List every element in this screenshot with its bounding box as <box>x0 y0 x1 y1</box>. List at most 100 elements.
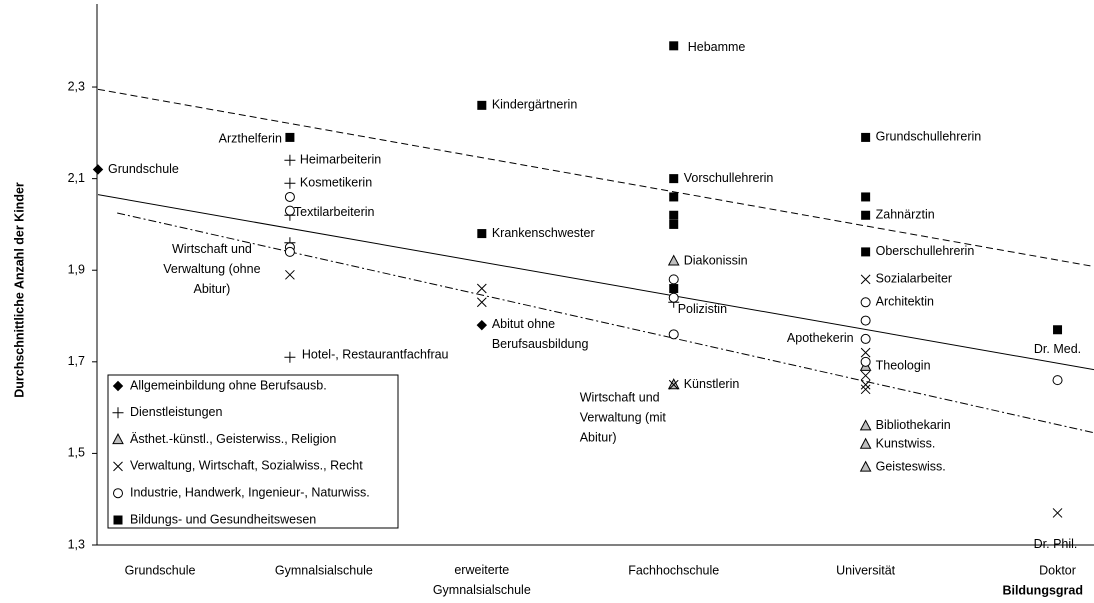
marker-square <box>669 219 679 229</box>
point-label: Diakonissin <box>684 253 748 267</box>
marker-plus <box>112 407 124 419</box>
legend-label: Industrie, Handwerk, Ingenieur-, Naturwi… <box>130 485 370 499</box>
point-label: Theologin <box>876 359 931 373</box>
legend-label: Verwaltung, Wirtschaft, Sozialwiss., Rec… <box>130 459 363 473</box>
marker-square <box>477 229 487 239</box>
point-label: Apothekerin <box>787 331 854 345</box>
marker-cross <box>860 384 871 395</box>
marker-circle <box>860 333 871 344</box>
marker-square <box>861 247 871 257</box>
y-tick-label: 2,3 <box>68 79 85 93</box>
legend-label: Ästhet.-künstl., Geisterwiss., Religion <box>130 432 336 446</box>
trend-line <box>117 212 1094 434</box>
point-label: Kunstwiss. <box>876 437 936 451</box>
point-label: Hebamme <box>688 40 746 54</box>
point-label: Heimarbeiterin <box>300 153 381 167</box>
point-label: Kosmetikerin <box>300 176 372 190</box>
marker-square <box>669 41 679 51</box>
x-tick-label: Universität <box>836 563 896 577</box>
point-label: Abitut ohne Berufsausbildung <box>492 317 589 351</box>
marker-cross <box>860 274 871 285</box>
marker-triangle <box>112 433 124 445</box>
marker-diamond <box>92 164 104 175</box>
marker-square <box>861 210 871 220</box>
marker-cross <box>860 370 871 381</box>
legend-label: Allgemeinbildung ohne Berufsausb. <box>130 378 327 392</box>
marker-circle <box>1052 375 1063 386</box>
marker-cross <box>1052 508 1063 518</box>
point-label: Vorschullehrerin <box>684 171 774 185</box>
marker-cross <box>860 347 871 358</box>
point-label: Zahnärztin <box>876 208 935 222</box>
marker-square <box>285 132 295 142</box>
point-label: Krankenschwester <box>492 226 595 240</box>
marker-plus <box>284 154 296 166</box>
marker-plus <box>284 177 296 189</box>
marker-diamond <box>476 319 488 331</box>
y-tick-label: 1,3 <box>68 537 85 551</box>
point-label: Bibliothekarin <box>876 418 951 432</box>
point-label: Grundschullehrerin <box>876 130 982 144</box>
legend-label: Dienstleistungen <box>130 405 222 419</box>
marker-cross <box>476 283 487 294</box>
marker-circle <box>113 488 123 499</box>
marker-square <box>861 132 871 142</box>
point-label: Dr. Phil. <box>1034 537 1078 551</box>
trend-line <box>97 194 1094 371</box>
marker-circle <box>668 292 679 303</box>
y-axis-title: Durchschnittliche Anzahl der Kinder <box>12 182 26 398</box>
marker-circle <box>860 356 871 367</box>
y-tick-label: 1,9 <box>68 263 85 277</box>
y-tick-label: 1,7 <box>68 354 85 368</box>
x-tick-label: Fachhochschule <box>628 563 719 577</box>
marker-square <box>861 192 871 202</box>
point-label: Polizistin <box>678 302 727 316</box>
marker-square <box>669 174 679 184</box>
marker-square <box>669 210 679 220</box>
marker-cross <box>113 461 123 472</box>
x-tick-label: erweiterte Gymnalsialschule <box>433 563 531 597</box>
marker-circle <box>668 274 679 285</box>
marker-cross <box>285 269 295 280</box>
marker-circle <box>284 246 295 257</box>
marker-circle <box>668 329 679 340</box>
x-tick-label: Doktor <box>1039 563 1076 577</box>
y-tick-label: 1,5 <box>68 446 85 460</box>
x-tick-label: Gymnalsialschule <box>275 563 373 577</box>
marker-cross <box>668 379 679 390</box>
trend-line <box>97 88 1094 268</box>
marker-square <box>477 100 487 110</box>
point-label: Grundschule <box>108 162 179 176</box>
marker-cross <box>476 297 487 308</box>
x-tick-label: Grundschule <box>125 563 196 577</box>
point-label: Architektin <box>876 295 934 309</box>
point-label: Geisteswiss. <box>876 459 946 473</box>
point-label: Künstlerin <box>684 377 740 391</box>
marker-circle <box>860 315 871 326</box>
y-tick-label: 2,1 <box>68 171 85 185</box>
marker-triangle <box>859 419 872 431</box>
point-label: Arzthelferin <box>219 132 282 146</box>
marker-triangle <box>667 378 680 390</box>
marker-triangle <box>859 437 872 449</box>
marker-diamond <box>112 380 124 392</box>
point-label: Sozialarbeiter <box>876 272 952 286</box>
marker-circle <box>860 297 871 308</box>
marker-circle <box>284 191 295 202</box>
marker-circle <box>284 205 295 216</box>
marker-square <box>1053 325 1063 335</box>
marker-square <box>669 284 679 294</box>
legend-box <box>107 374 399 529</box>
legend-label: Bildungs- und Gesundheitswesen <box>130 512 316 526</box>
point-label: Hotel-, Restaurantfachfrau <box>302 348 449 362</box>
point-label: Wirtschaft und Verwaltung (mit Abitur) <box>580 391 667 445</box>
marker-triangle <box>859 460 872 472</box>
point-label: Kindergärtnerin <box>492 98 578 112</box>
marker-cross <box>860 379 871 390</box>
marker-square <box>669 192 679 202</box>
point-label: Textilarbeiterin <box>294 205 375 219</box>
marker-triangle <box>667 254 680 266</box>
point-label: Oberschullehrerin <box>876 244 975 258</box>
marker-square <box>113 515 123 525</box>
